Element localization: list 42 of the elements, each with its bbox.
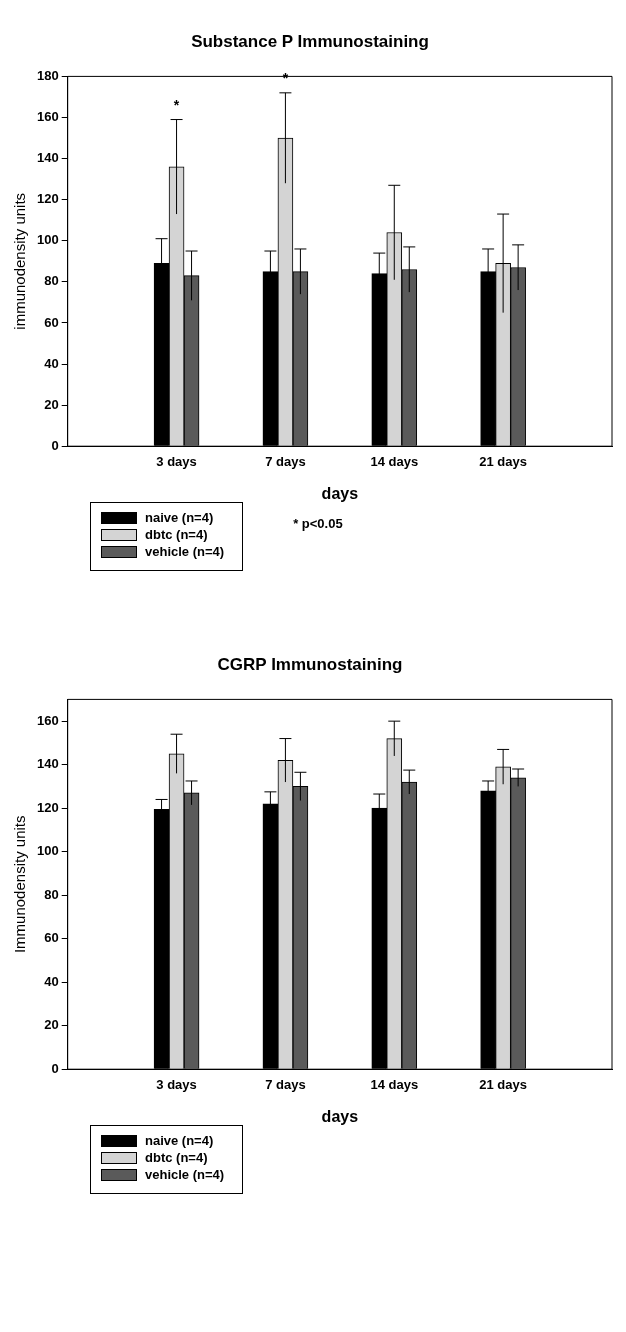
y-tick-label: 40 — [44, 355, 59, 371]
legend-label: dbtc (n=4) — [145, 527, 208, 542]
legend-label: naive (n=4) — [145, 1133, 214, 1148]
y-axis-title: Immunodensity units — [11, 815, 29, 954]
text: * p<0.05 — [293, 516, 343, 531]
y-tick-label: 20 — [44, 396, 59, 412]
chart-title: Substance P Immunostaining — [191, 31, 429, 51]
y-tick-label: 180 — [36, 67, 59, 83]
x-tick-label: 14 days — [370, 1076, 419, 1092]
x-tick-label: 14 days — [370, 453, 419, 469]
x-tick-label: 21 days — [479, 1076, 527, 1092]
y-tick-label: 40 — [44, 973, 59, 989]
y-tick-label: 120 — [36, 799, 59, 815]
y-tick-label: 160 — [36, 109, 59, 125]
x-tick-label: 21 days — [479, 453, 527, 469]
y-tick-label: 60 — [44, 314, 59, 330]
y-tick-label: 160 — [36, 712, 59, 728]
annotation: * — [173, 96, 180, 113]
x-tick-label: 3 days — [156, 453, 197, 469]
y-tick-label: 0 — [51, 1060, 59, 1076]
y-tick-label: 0 — [51, 437, 59, 453]
x-tick-label: 7 days — [265, 453, 306, 469]
x-axis-title: days — [321, 1107, 359, 1125]
legend-label: vehicle (n=4) — [145, 544, 225, 559]
y-tick-label: 140 — [36, 150, 59, 166]
y-tick-label: 60 — [44, 930, 59, 946]
legend-label: vehicle (n=4) — [145, 1167, 225, 1182]
y-tick-label: 100 — [36, 843, 59, 859]
y-tick-label: 80 — [44, 273, 59, 289]
legend-label: naive (n=4) — [145, 510, 214, 525]
y-tick-label: 120 — [36, 191, 59, 207]
chart-title: CGRP Immunostaining — [217, 654, 403, 674]
x-tick-label: 7 days — [265, 1076, 306, 1092]
y-tick-label: 20 — [44, 1017, 59, 1033]
y-tick-label: 80 — [44, 886, 59, 902]
y-axis-title: immunodensity units — [11, 192, 29, 330]
annotation: * — [282, 69, 289, 86]
legend-label: dbtc (n=4) — [145, 1150, 208, 1165]
y-tick-label: 100 — [36, 232, 59, 248]
y-tick-label: 140 — [36, 756, 59, 772]
x-axis-title: days — [321, 484, 359, 502]
x-tick-label: 3 days — [156, 1076, 197, 1092]
